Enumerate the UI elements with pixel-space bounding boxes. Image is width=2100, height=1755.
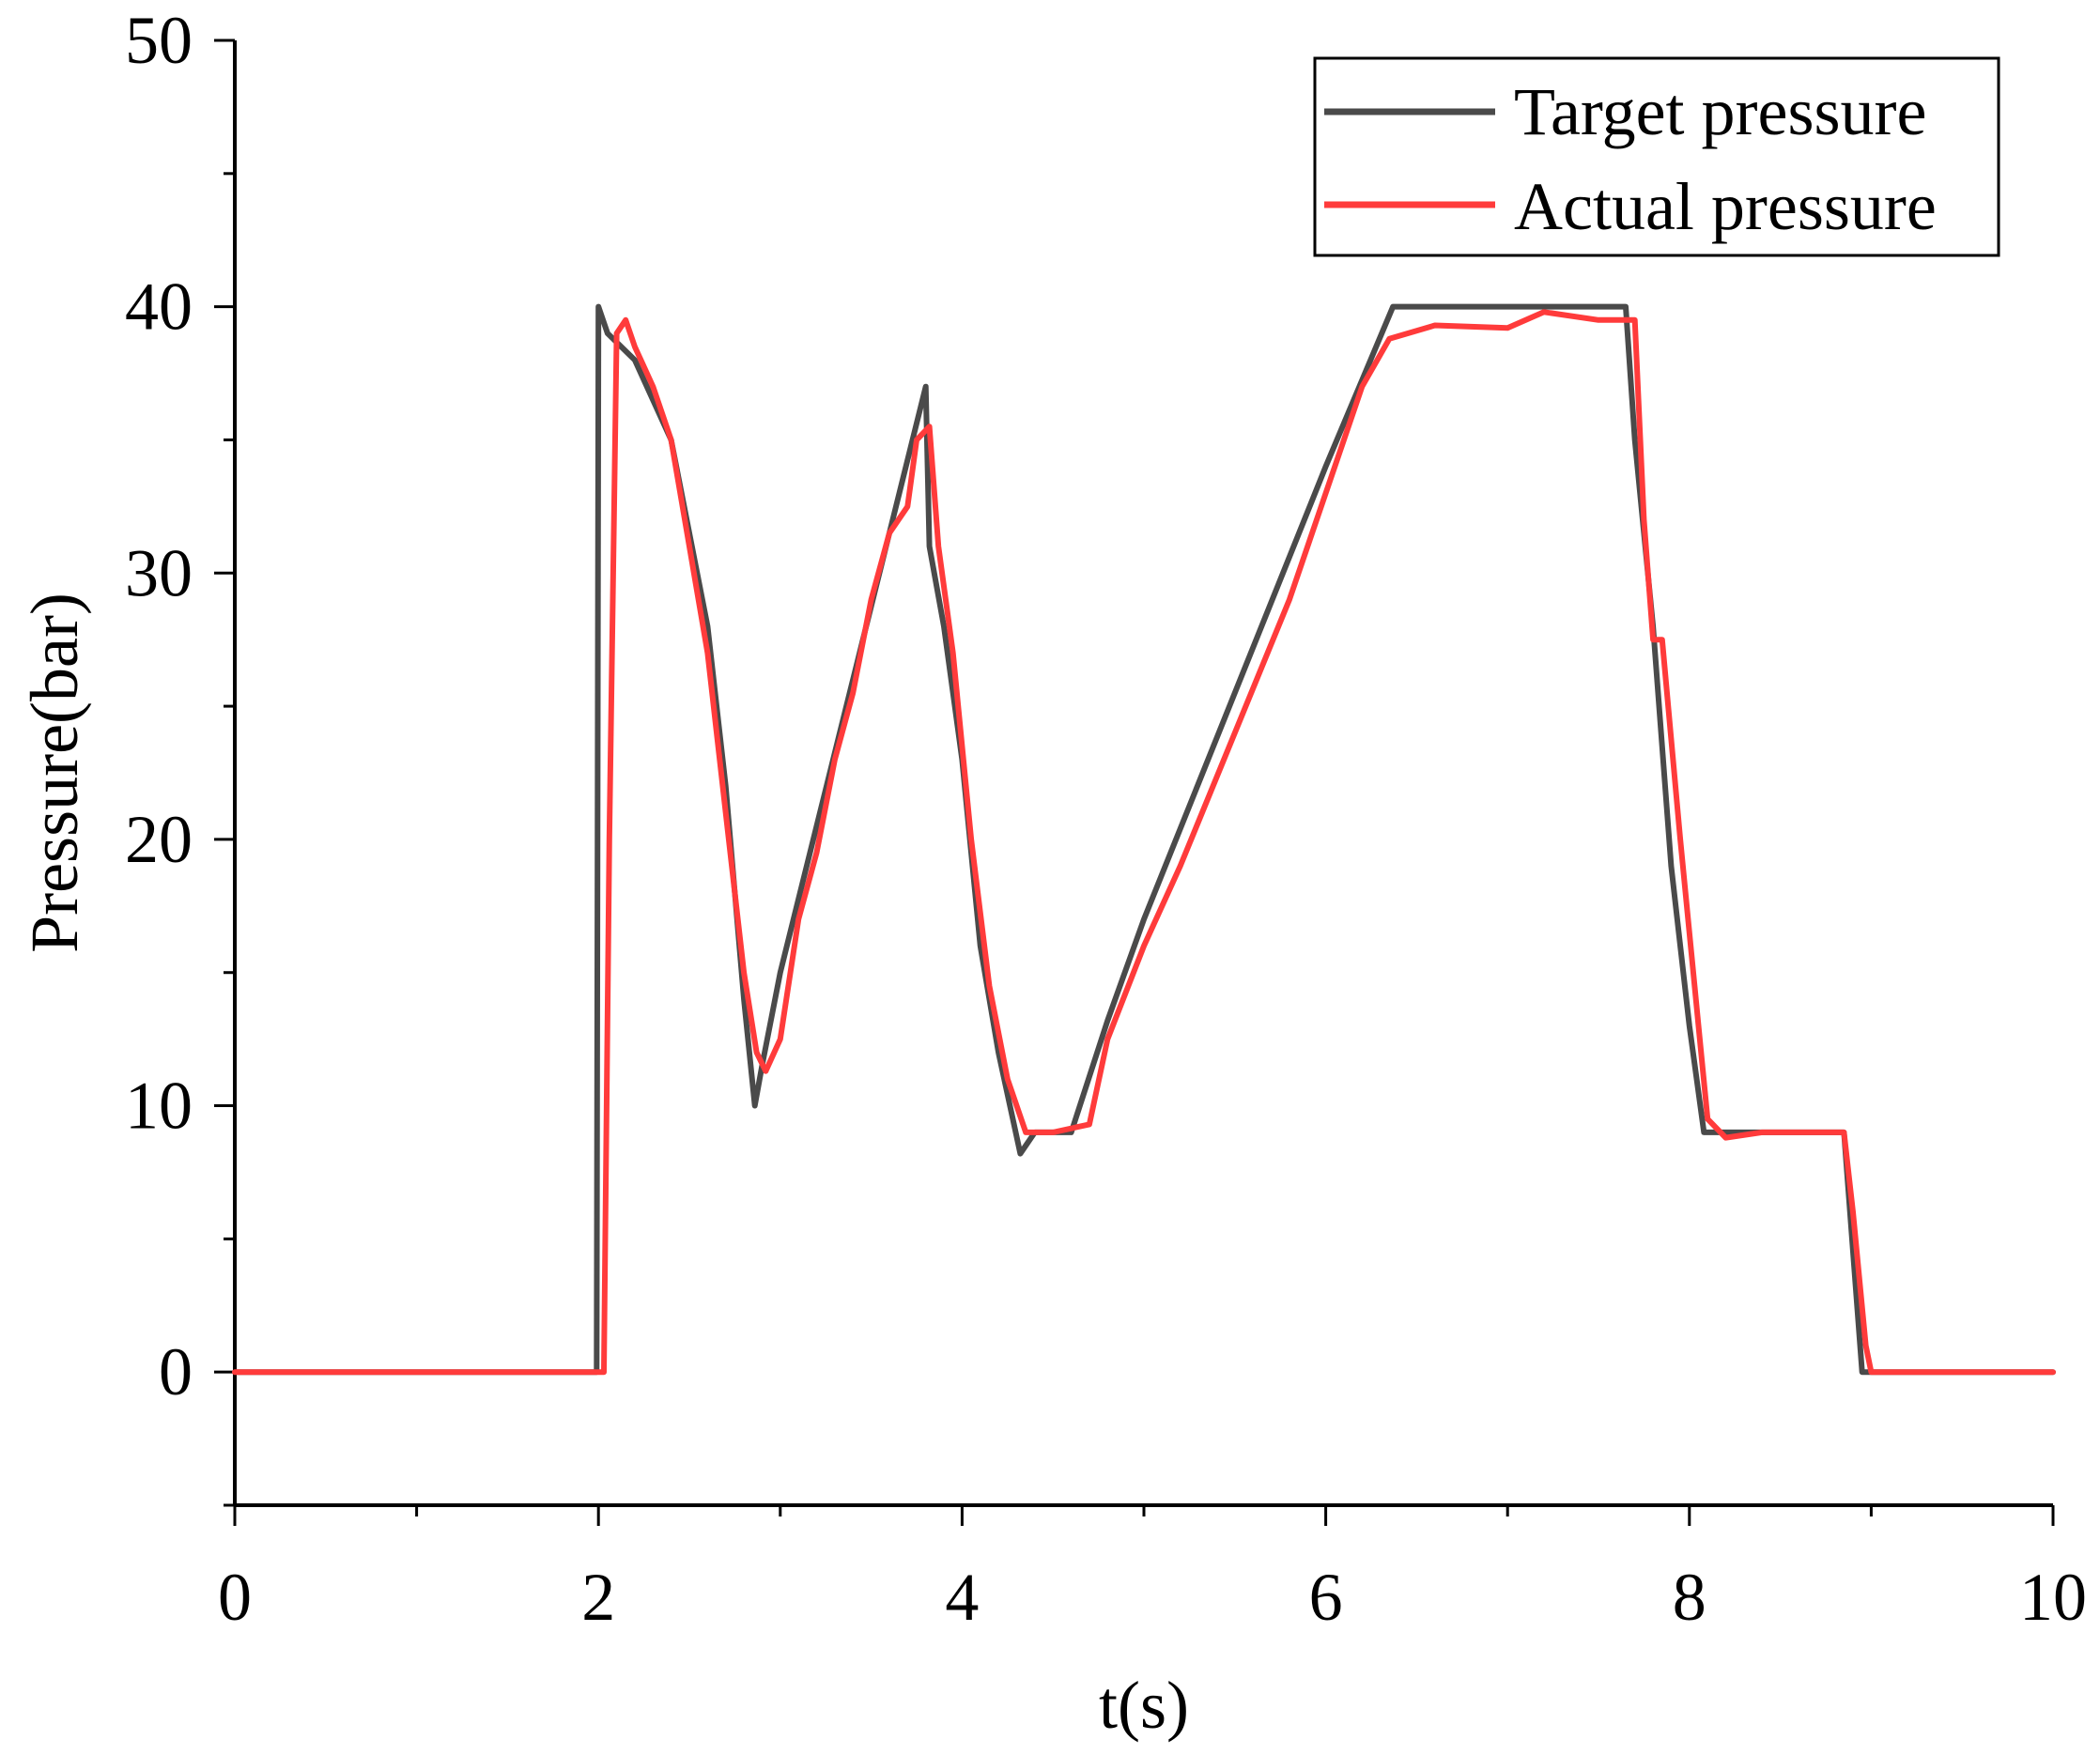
legend: Target pressure Actual pressure — [1313, 56, 2000, 257]
series-layer — [232, 303, 2056, 1376]
y-tick-label: 50 — [125, 3, 193, 78]
y-tick-labels: 0 10 20 30 40 50 — [125, 3, 193, 1409]
y-axis-label: Pressure(bar) — [17, 593, 92, 953]
x-tick-label: 10 — [2019, 1560, 2087, 1635]
series-line-target-pressure — [232, 303, 2056, 1376]
y-tick-label: 0 — [159, 1334, 193, 1409]
x-tick-labels: 0 2 4 6 8 10 — [218, 1560, 2087, 1635]
y-tick-label: 40 — [125, 269, 193, 345]
x-tick-label: 2 — [581, 1560, 615, 1635]
legend-box — [1313, 56, 2000, 257]
y-tick-label: 20 — [125, 802, 193, 877]
x-tick-label: 4 — [945, 1560, 979, 1635]
x-ticks — [233, 1505, 2055, 1526]
x-tick-label: 0 — [218, 1560, 252, 1635]
x-tick-label: 6 — [1309, 1560, 1343, 1635]
y-ticks — [214, 38, 235, 1507]
y-tick-label: 30 — [125, 535, 193, 610]
axes: 0 2 4 6 8 10 0 10 20 30 40 50 — [125, 3, 2087, 1635]
legend-label-target: Target pressure — [1514, 74, 1926, 149]
x-axis-label: t(s) — [1099, 1668, 1189, 1743]
x-tick-label: 8 — [1673, 1560, 1706, 1635]
y-tick-label: 10 — [125, 1069, 193, 1144]
series-line-actual-pressure — [232, 309, 2056, 1376]
legend-label-actual: Actual pressure — [1514, 169, 1937, 244]
